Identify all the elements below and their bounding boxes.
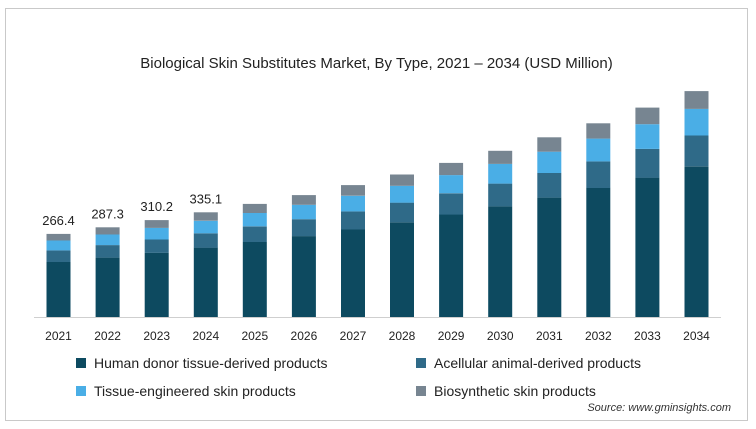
legend-label-biosynthetic: Biosynthetic skin products xyxy=(434,383,596,399)
source-note: Source: www.gminsights.com xyxy=(587,402,731,414)
bar-segment-2025-series-0 xyxy=(242,242,267,317)
bar-segment-2027-series-2 xyxy=(341,195,365,212)
bar-segment-2032-series-2 xyxy=(586,138,611,162)
x-tick-label-2034: 2034 xyxy=(683,329,710,343)
x-tick-label-2025: 2025 xyxy=(241,329,268,343)
legend-swatch-acellular xyxy=(416,358,426,368)
x-tick-label-2024: 2024 xyxy=(192,329,219,343)
bar-segment-2032-series-3 xyxy=(586,123,611,139)
total-label-2021: 266.4 xyxy=(42,213,75,228)
legend: Human donor tissue-derived products Acel… xyxy=(76,355,696,405)
legend-swatch-tissue-engineered xyxy=(76,386,86,396)
bar-segment-2030-series-3 xyxy=(488,150,513,164)
bar-segment-2034-series-3 xyxy=(684,91,709,109)
bar-segment-2034-series-1 xyxy=(684,135,709,167)
bar-segment-2033-series-3 xyxy=(635,107,660,125)
bar-segment-2023-series-2 xyxy=(144,227,169,240)
bar-segment-2033-series-2 xyxy=(635,124,660,149)
bar-segment-2025-series-1 xyxy=(242,226,267,242)
bar-segment-2026-series-0 xyxy=(291,236,316,317)
bar-segment-2028-series-1 xyxy=(390,202,414,223)
bar-segment-2029-series-0 xyxy=(439,214,464,317)
bar-segment-2021-series-1 xyxy=(46,250,71,262)
bar-segment-2023-series-3 xyxy=(144,220,169,228)
x-tick-label-2023: 2023 xyxy=(143,329,170,343)
bar-segment-2027-series-3 xyxy=(341,185,365,196)
bar-segment-2031-series-0 xyxy=(537,197,562,317)
bar-segment-2026-series-3 xyxy=(291,195,316,205)
bar-segment-2031-series-2 xyxy=(537,151,562,173)
bar-segment-2029-series-3 xyxy=(439,162,464,176)
bar-segment-2026-series-2 xyxy=(291,204,316,220)
bar-segment-2021-series-2 xyxy=(46,240,71,251)
legend-item-biosynthetic: Biosynthetic skin products xyxy=(416,383,596,399)
bar-segment-2025-series-3 xyxy=(242,203,267,213)
x-tick-label-2033: 2033 xyxy=(634,329,661,343)
legend-item-tissue-engineered: Tissue-engineered skin products xyxy=(76,383,296,399)
x-tick-label-2021: 2021 xyxy=(45,329,72,343)
total-label-2022: 287.3 xyxy=(91,206,124,221)
bar-segment-2032-series-0 xyxy=(586,187,611,317)
bar-segment-2022-series-1 xyxy=(95,245,120,258)
bar-segment-2027-series-0 xyxy=(341,229,365,317)
bar-segment-2024-series-0 xyxy=(193,247,218,317)
bar-segment-2030-series-0 xyxy=(488,206,513,317)
legend-item-human-donor: Human donor tissue-derived products xyxy=(76,355,327,371)
bar-segment-2022-series-2 xyxy=(95,234,120,246)
bar-segment-2031-series-3 xyxy=(537,137,562,152)
bar-segment-2033-series-1 xyxy=(635,148,660,178)
bar-segment-2024-series-3 xyxy=(193,212,218,221)
bar-chart-plot: 266.4 2021 287.3 2022 310.2 2023 335.1 2024 2025… xyxy=(34,91,721,343)
bar-segment-2032-series-1 xyxy=(586,161,611,188)
bar-segment-2033-series-0 xyxy=(635,177,660,317)
legend-swatch-biosynthetic xyxy=(416,386,426,396)
bar-segment-2034-series-0 xyxy=(684,166,709,317)
legend-swatch-human-donor xyxy=(76,358,86,368)
bar-segment-2029-series-1 xyxy=(439,193,464,215)
bar-segment-2030-series-2 xyxy=(488,163,513,184)
bar-segment-2021-series-0 xyxy=(46,262,71,317)
bar-segment-2028-series-3 xyxy=(390,174,414,186)
bar-segment-2025-series-2 xyxy=(242,212,267,227)
bar-segment-2028-series-2 xyxy=(390,185,414,203)
bar-segment-2021-series-3 xyxy=(46,233,71,241)
x-tick-label-2029: 2029 xyxy=(438,329,465,343)
total-label-2023: 310.2 xyxy=(140,199,173,214)
chart-title: Biological Skin Substitutes Market, By T… xyxy=(140,55,613,72)
bar-segment-2034-series-2 xyxy=(684,108,709,136)
bar-segment-2029-series-2 xyxy=(439,175,464,194)
x-tick-label-2027: 2027 xyxy=(340,329,367,343)
x-tick-label-2022: 2022 xyxy=(94,329,121,343)
total-label-2024: 335.1 xyxy=(190,191,223,206)
bar-segment-2022-series-3 xyxy=(95,227,120,235)
x-tick-label-2026: 2026 xyxy=(291,329,318,343)
legend-label-tissue-engineered: Tissue-engineered skin products xyxy=(94,383,296,399)
bar-segment-2023-series-0 xyxy=(144,252,169,317)
chart-frame: Biological Skin Substitutes Market, By T… xyxy=(5,8,748,421)
x-tick-label-2032: 2032 xyxy=(585,329,612,343)
bar-segment-2031-series-1 xyxy=(537,172,562,198)
bar-segment-2026-series-1 xyxy=(291,219,316,237)
legend-label-human-donor: Human donor tissue-derived products xyxy=(94,355,328,371)
bar-segment-2024-series-2 xyxy=(193,220,218,234)
bar-segment-2030-series-1 xyxy=(488,183,513,207)
x-tick-label-2028: 2028 xyxy=(389,329,416,343)
bar-segment-2027-series-1 xyxy=(341,211,365,230)
bar-segment-2028-series-0 xyxy=(390,222,414,317)
legend-item-acellular: Acellular animal-derived products xyxy=(416,355,641,371)
x-tick-label-2030: 2030 xyxy=(487,329,514,343)
bar-segment-2023-series-1 xyxy=(144,239,169,253)
legend-label-acellular: Acellular animal-derived products xyxy=(434,355,641,371)
bar-segment-2022-series-0 xyxy=(95,257,120,317)
x-tick-label-2031: 2031 xyxy=(536,329,563,343)
bar-segment-2024-series-1 xyxy=(193,233,218,248)
